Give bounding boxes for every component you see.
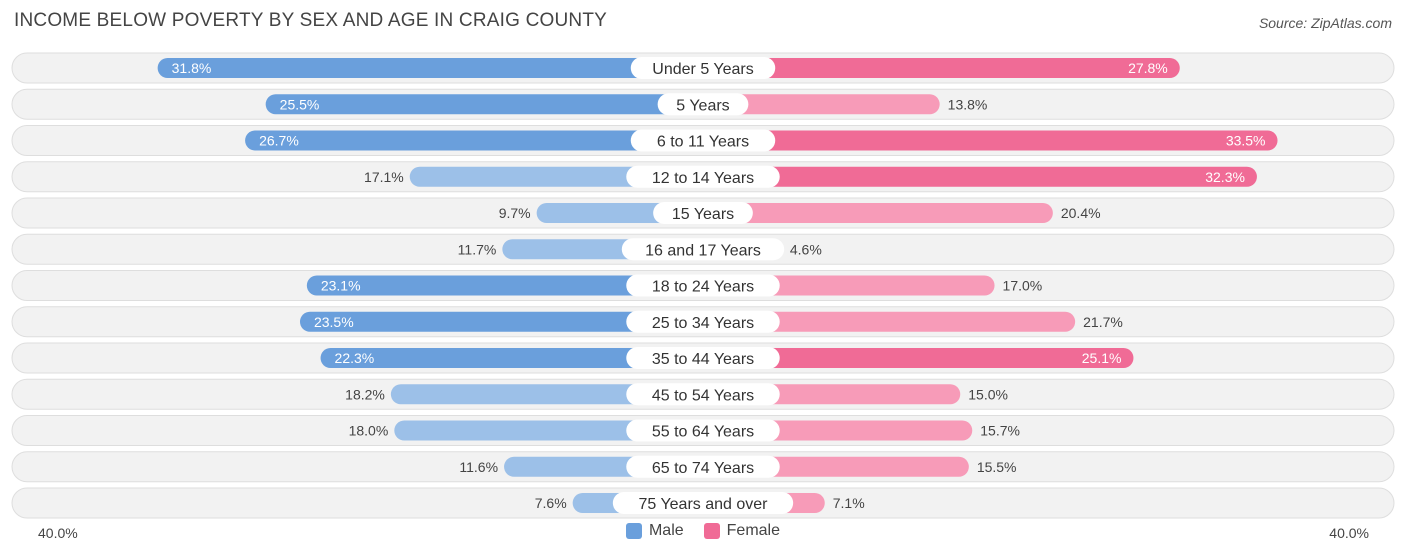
category-pill <box>626 347 780 369</box>
male-value-label: 17.1% <box>364 169 404 185</box>
female-value-label: 4.6% <box>790 241 822 257</box>
female-bar <box>703 311 1076 332</box>
legend-label-female: Female <box>726 522 781 539</box>
axis-left-label: 40.0% <box>38 525 78 541</box>
female-bar <box>703 348 1134 368</box>
male-bar <box>265 94 703 115</box>
female-value-label: 25.1% <box>1082 350 1122 366</box>
category-pill <box>626 165 780 188</box>
category-pill <box>626 310 780 333</box>
category-pill <box>630 129 776 152</box>
category-label: 45 to 54 Years <box>652 387 754 404</box>
category-pill <box>653 202 753 224</box>
female-value-label: 21.7% <box>1083 314 1123 330</box>
category-pill <box>626 383 780 406</box>
female-bar <box>703 166 1257 187</box>
male-value-label: 23.1% <box>321 278 361 294</box>
male-bar <box>157 58 703 78</box>
category-label: 75 Years and over <box>639 496 769 513</box>
male-value-label: 7.6% <box>535 495 567 511</box>
male-bar <box>320 348 703 368</box>
category-pill <box>626 274 780 297</box>
male-value-label: 11.7% <box>458 241 497 257</box>
category-pill <box>630 57 776 79</box>
male-bar <box>306 275 703 296</box>
category-pill <box>626 419 780 442</box>
category-label: 65 to 74 Years <box>652 460 754 477</box>
male-bar <box>299 311 703 332</box>
category-pill <box>612 492 794 514</box>
axis-right-label: 40.0% <box>1329 525 1369 541</box>
male-value-label: 18.0% <box>349 423 389 439</box>
female-bar <box>703 58 1180 78</box>
male-bar <box>390 384 703 405</box>
female-value-label: 17.0% <box>1003 278 1043 294</box>
male-value-label: 31.8% <box>172 60 212 76</box>
legend-item-female[interactable]: Female <box>703 522 781 540</box>
legend-label-male: Male <box>648 522 684 539</box>
category-label: 5 Years <box>676 97 729 114</box>
female-value-label: 33.5% <box>1226 133 1266 149</box>
female-bar <box>703 94 940 115</box>
female-value-label: 20.4% <box>1061 205 1101 221</box>
legend: Male Female <box>0 522 1406 540</box>
female-value-label: 32.3% <box>1205 169 1245 185</box>
male-value-label: 18.2% <box>345 386 385 402</box>
male-bar <box>394 420 703 441</box>
female-value-label: 7.1% <box>833 495 865 511</box>
category-pill <box>626 455 780 478</box>
category-label: 15 Years <box>672 206 734 223</box>
source-credit: Source: ZipAtlas.com <box>1258 15 1392 31</box>
female-value-label: 27.8% <box>1128 60 1168 76</box>
male-value-label: 23.5% <box>314 314 354 330</box>
legend-item-male[interactable]: Male <box>625 522 684 540</box>
category-label: 6 to 11 Years <box>657 134 749 151</box>
category-label: 18 to 24 Years <box>652 279 754 296</box>
female-bar <box>703 203 1053 223</box>
male-bar <box>245 130 703 151</box>
category-pill <box>621 238 785 261</box>
category-label: 35 to 44 Years <box>652 351 754 368</box>
category-label: 55 to 64 Years <box>652 424 754 441</box>
category-label: Under 5 Years <box>652 61 753 78</box>
legend-swatch-male <box>625 523 642 539</box>
category-label: 25 to 34 Years <box>652 315 754 332</box>
female-bar <box>703 130 1278 151</box>
category-label: 16 and 17 Years <box>645 242 761 259</box>
male-value-label: 22.3% <box>335 350 375 366</box>
category-label: 12 to 14 Years <box>652 170 754 187</box>
female-value-label: 13.8% <box>948 96 988 112</box>
category-pill <box>657 93 749 116</box>
male-value-label: 11.6% <box>459 459 498 475</box>
female-value-label: 15.5% <box>977 459 1017 475</box>
legend-swatch-female <box>703 523 720 539</box>
chart-title: INCOME BELOW POVERTY BY SEX AND AGE IN C… <box>14 10 608 31</box>
female-value-label: 15.7% <box>980 423 1020 439</box>
male-value-label: 9.7% <box>499 205 531 221</box>
female-value-label: 15.0% <box>968 386 1008 402</box>
male-value-label: 25.5% <box>280 96 320 112</box>
male-value-label: 26.7% <box>259 133 299 149</box>
